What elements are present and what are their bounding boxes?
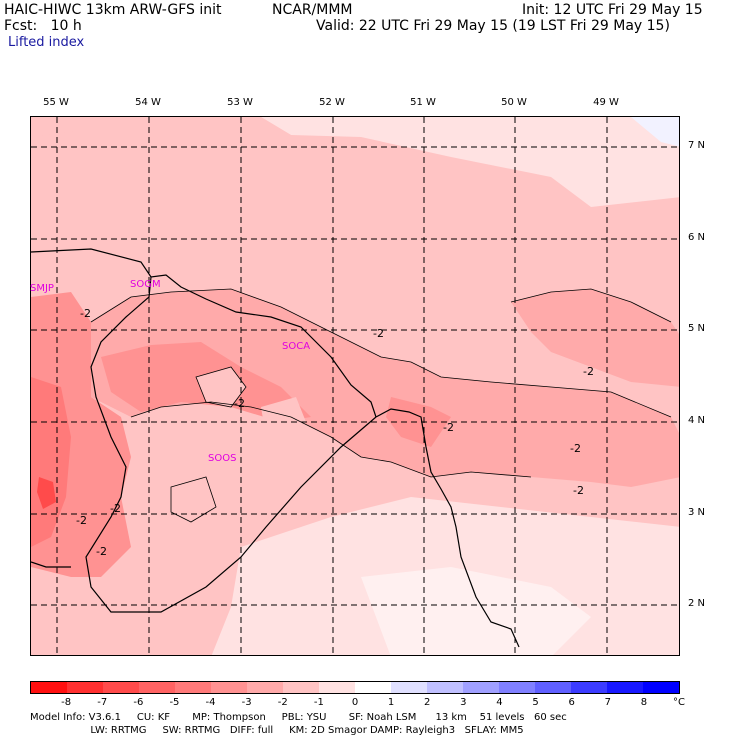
field-name: Lifted index	[8, 35, 85, 50]
contour-label: -2	[76, 514, 87, 527]
colorbar-swatch	[247, 682, 283, 693]
colorbar-tick-label: -2	[277, 697, 288, 708]
colorbar-swatch	[211, 682, 247, 693]
colorbar-tick-label: 5	[532, 697, 539, 708]
colorbar-swatch	[283, 682, 319, 693]
colorbar-swatch	[571, 682, 607, 693]
colorbar-swatch	[139, 682, 175, 693]
colorbar-swatch	[643, 682, 679, 693]
field-minus2	[91, 289, 679, 487]
lat-label: 3 N	[688, 507, 706, 518]
organization: NCAR/MMM	[272, 2, 353, 18]
contour-label: -2	[443, 421, 454, 434]
colorbar-tick-label: 3	[460, 697, 467, 708]
colorbar-tick-label: 7	[604, 697, 611, 708]
contour-label: -2	[373, 327, 384, 340]
model-info-line2: LW: RRTMG SW: RRTMG DIFF: full KM: 2D Sm…	[30, 725, 524, 736]
lon-label: 53 W	[227, 97, 253, 108]
model-info-line1: Model Info: V3.6.1 CU: KF MP: Thompson P…	[30, 712, 567, 723]
lon-label: 51 W	[410, 97, 436, 108]
lifted-index-map	[30, 116, 680, 656]
colorbar-tick-label: 6	[568, 697, 575, 708]
contour-label: -2	[96, 545, 107, 558]
contour-label: -2	[234, 397, 245, 410]
colorbar-swatch	[319, 682, 355, 693]
lon-label: 54 W	[135, 97, 161, 108]
lat-label: 6 N	[688, 232, 706, 243]
field-minus4	[31, 377, 71, 547]
model-title: HAIC-HIWC 13km ARW-GFS init	[4, 2, 222, 18]
lon-label: 55 W	[43, 97, 69, 108]
colorbar-swatch	[67, 682, 103, 693]
lon-label: 49 W	[593, 97, 619, 108]
field-minus3	[386, 397, 451, 447]
contour-label: -2	[573, 484, 584, 497]
map-canvas	[31, 117, 679, 655]
colorbar-tick-label: -4	[205, 697, 216, 708]
field-near-zero	[261, 117, 679, 207]
colorbar-swatch	[31, 682, 67, 693]
colorbar-swatch	[607, 682, 643, 693]
colorbar-tick-label: 8	[640, 697, 648, 708]
border-west	[31, 561, 71, 568]
forecast-hour: Fcst: 10 h	[4, 18, 82, 34]
colorbar-tick-label: 2	[424, 697, 431, 708]
coastline-north	[31, 248, 377, 418]
station-label: SOOS	[208, 453, 237, 464]
contour-minus2	[130, 401, 532, 478]
station-label: SOGM	[130, 279, 161, 290]
colorbar-tick-label: 0	[351, 697, 359, 708]
field-near-zero	[631, 117, 679, 147]
lat-label: 5 N	[688, 323, 706, 334]
colorbar	[30, 681, 680, 694]
field-pocket	[171, 477, 216, 522]
field-minus6	[37, 477, 56, 509]
lon-label: 50 W	[501, 97, 527, 108]
colorbar-tick-label: -5	[169, 697, 180, 708]
colorbar-swatch	[355, 682, 391, 693]
station-label: SMJP	[30, 283, 54, 294]
colorbar-swatch	[499, 682, 535, 693]
colorbar-swatch	[463, 682, 499, 693]
colorbar-tick-label: -8	[61, 697, 72, 708]
colorbar-swatch	[427, 682, 463, 693]
colorbar-swatch	[175, 682, 211, 693]
lon-label: 52 W	[319, 97, 345, 108]
colorbar-tick-label: 4	[496, 697, 503, 708]
border-inner	[85, 276, 377, 613]
border-east	[375, 408, 520, 648]
contour-label: -2	[583, 365, 594, 378]
graticule	[31, 117, 679, 655]
field-base-patch	[31, 117, 291, 142]
contour-minus2	[90, 288, 672, 418]
init-time: Init: 12 UTC Fri 29 May 15	[522, 2, 703, 18]
contours	[90, 288, 672, 523]
contour-minus2	[195, 366, 247, 408]
colorbar-unit: °C	[673, 697, 685, 708]
colorbar-tick-label: -3	[241, 697, 252, 708]
lat-label: 4 N	[688, 415, 706, 426]
contour-label: -2	[80, 307, 91, 320]
colorbar-swatch	[535, 682, 571, 693]
contour-label: -2	[570, 442, 581, 455]
valid-time: Valid: 22 UTC Fri 29 May 15 (19 LST Fri …	[316, 18, 670, 34]
field-pocket	[196, 367, 246, 407]
colorbar-tick-label: 1	[387, 697, 395, 708]
field-minus2	[511, 289, 679, 387]
colorbar-tick-label: -7	[97, 697, 108, 708]
contour-minus2	[510, 288, 672, 323]
colorbar-swatch	[103, 682, 139, 693]
station-label: SOCA	[282, 341, 311, 352]
contour-minus2	[170, 476, 217, 523]
colorbar-swatch	[391, 682, 427, 693]
colorbar-tick-label: -1	[313, 697, 324, 708]
lat-label: 7 N	[688, 140, 706, 151]
field-near-zero	[361, 567, 591, 655]
coastlines	[31, 248, 520, 648]
colorbar-tick-label: -6	[133, 697, 144, 708]
lat-label: 2 N	[688, 598, 706, 609]
contour-label: -2	[110, 502, 121, 515]
